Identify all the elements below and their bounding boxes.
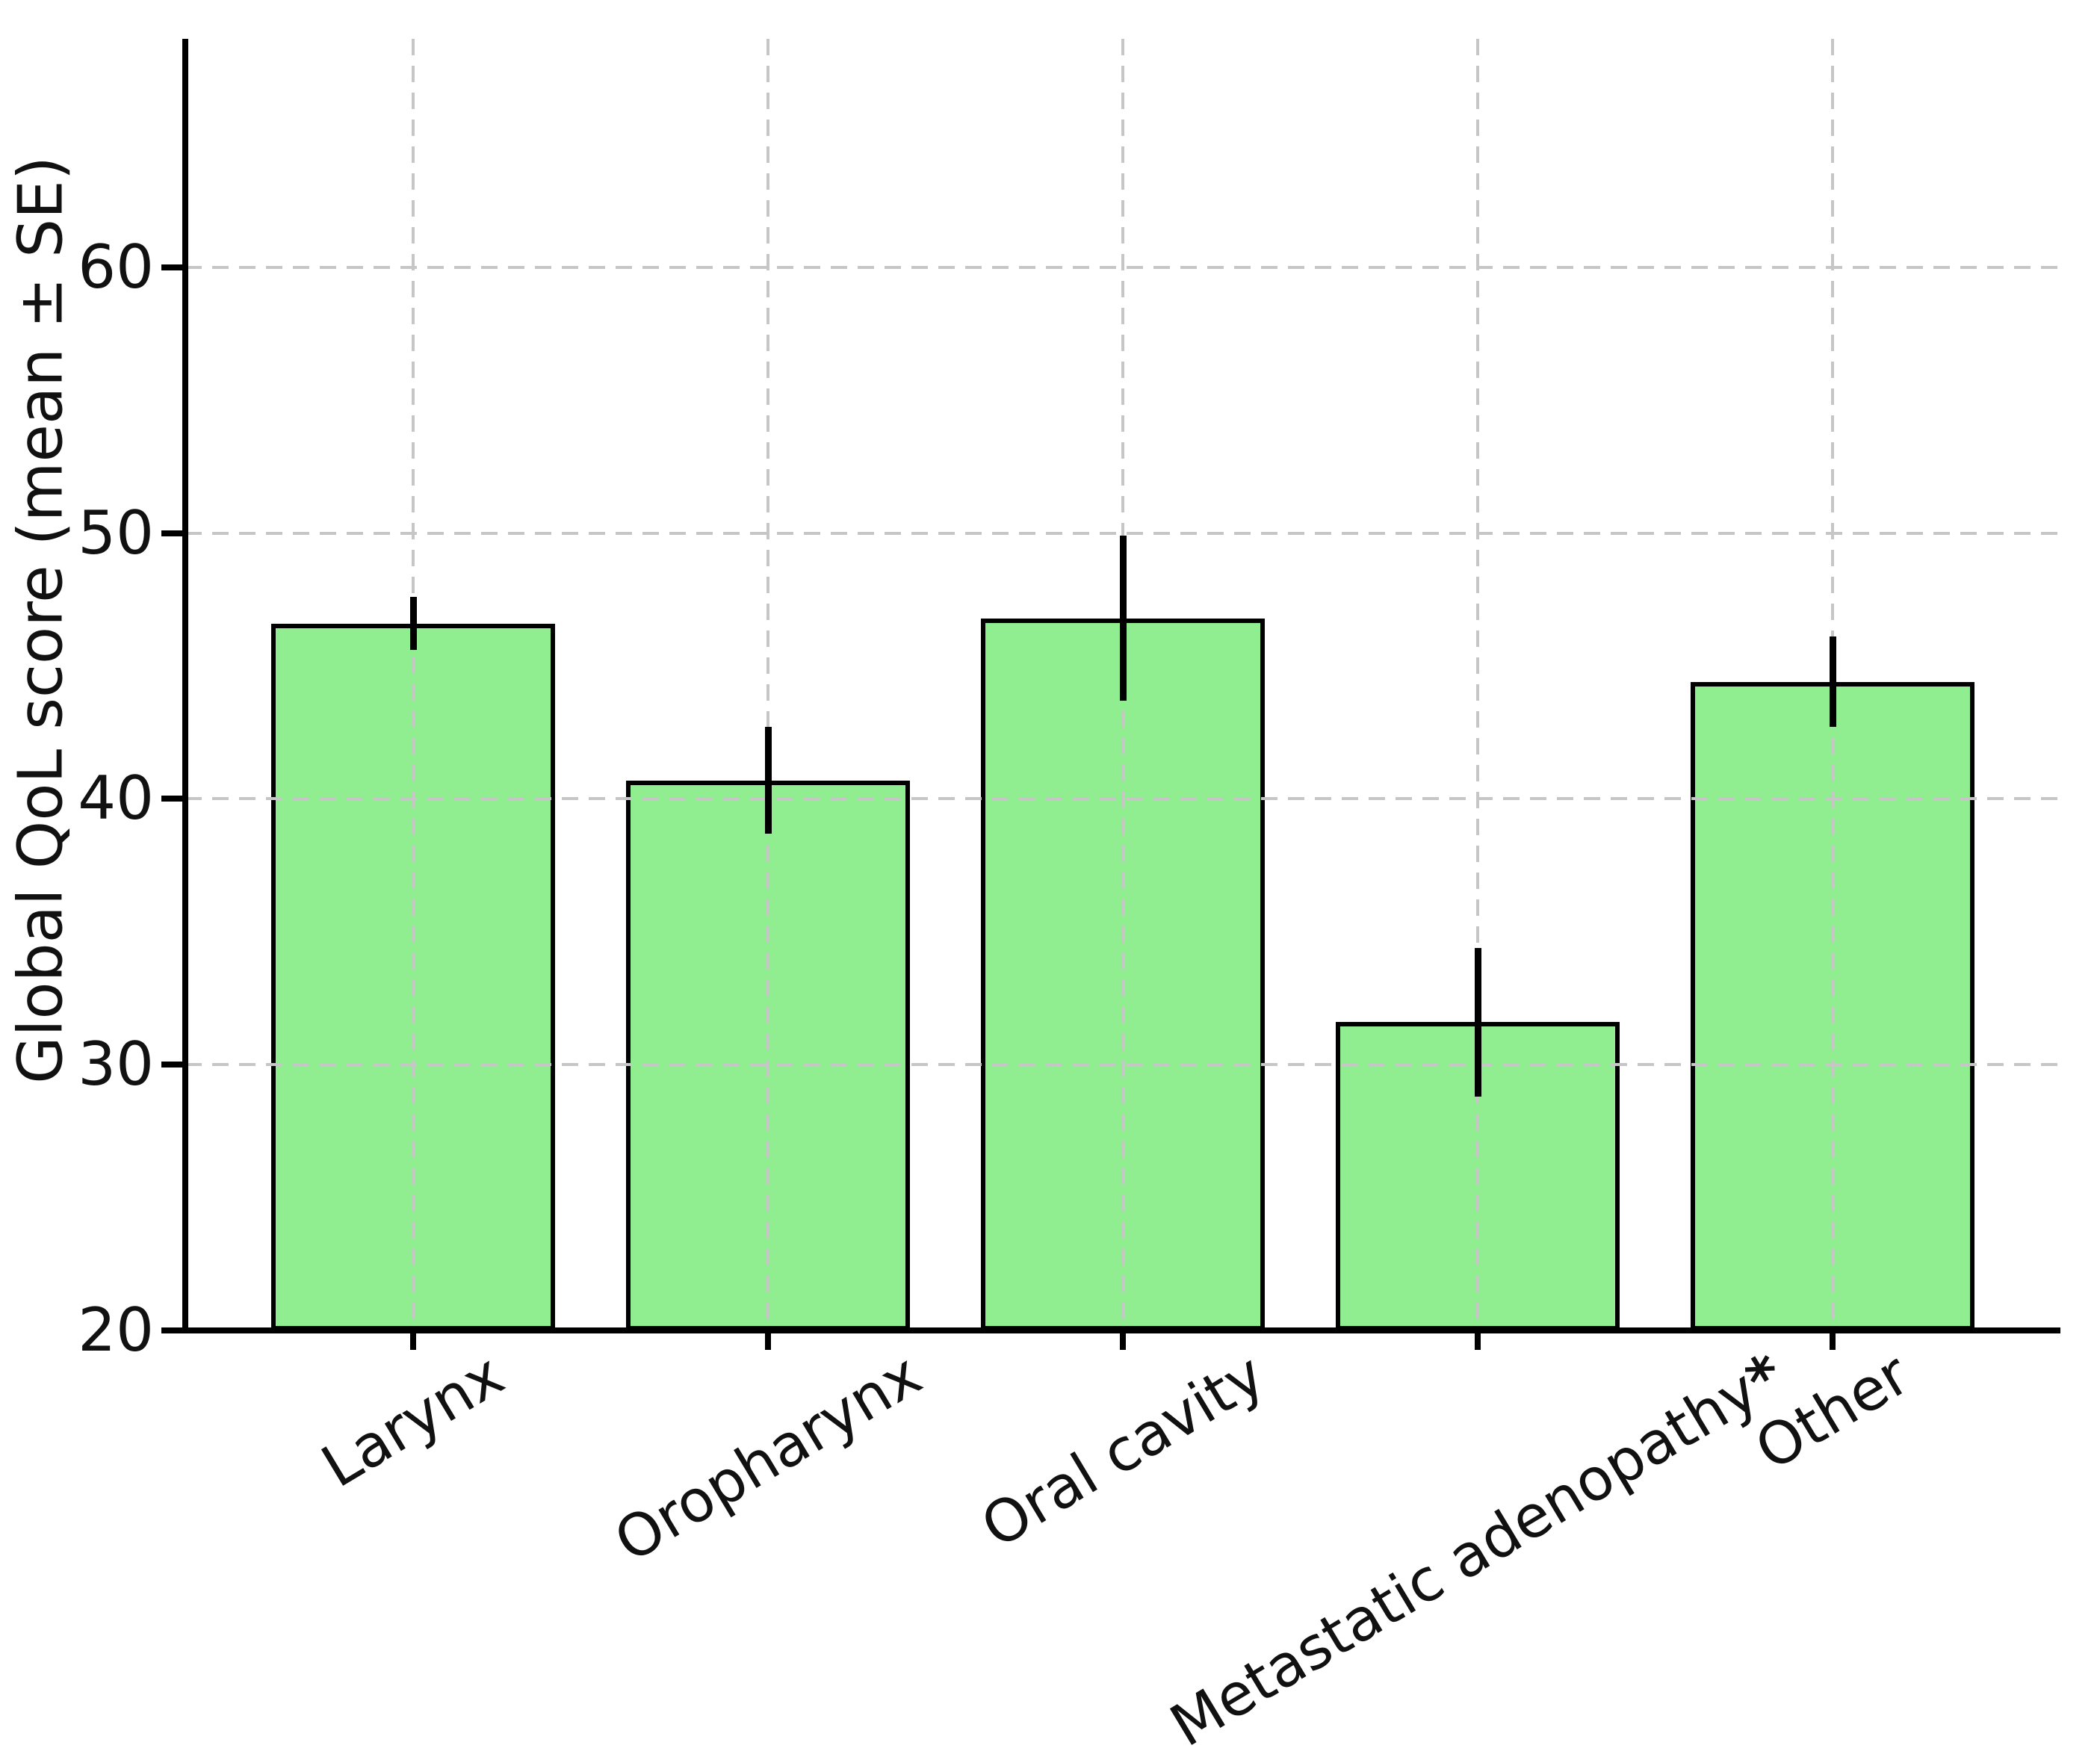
y-tick-20 [161, 1327, 185, 1333]
error-bar-larynx [409, 597, 417, 651]
x-tick-oropharynx [765, 1330, 771, 1350]
v-gridline-larynx [412, 39, 415, 1330]
y-tick-label-30: 30 [78, 1029, 154, 1100]
axes-layer [161, 39, 2060, 1350]
plot-area [161, 39, 2060, 1350]
error-bar-oral-cavity [1119, 536, 1127, 701]
y-tick-40 [161, 796, 185, 802]
y-axis-spine [182, 39, 188, 1333]
y-tick-label-50: 50 [78, 498, 154, 568]
x-tick-other [1830, 1330, 1836, 1350]
y-tick-label-20: 20 [78, 1295, 154, 1365]
x-tick-oral-cavity [1120, 1330, 1126, 1350]
y-tick-label-40: 40 [78, 763, 154, 834]
x-tick-label-oropharynx: Oropharynx [603, 1340, 933, 1576]
v-gridline-oropharynx [766, 39, 769, 1330]
errorbars-layer [185, 39, 2060, 1330]
y-tick-30 [161, 1062, 185, 1068]
y-tick-60 [161, 264, 185, 270]
y-tick-label-60: 60 [78, 232, 154, 302]
v-gridline-metastatic-adenopathy [1476, 39, 1479, 1330]
x-tick-metastatic-adenopathy [1475, 1330, 1481, 1350]
x-tick-larynx [410, 1330, 416, 1350]
x-tick-label-oral-cavity: Oral cavity [970, 1340, 1276, 1561]
error-bar-metastatic-adenopathy [1474, 947, 1481, 1097]
x-tick-label-larynx: Larynx [311, 1340, 515, 1501]
error-bar-other [1829, 636, 1836, 728]
y-tick-50 [161, 530, 185, 536]
error-bar-oropharynx [764, 727, 772, 834]
